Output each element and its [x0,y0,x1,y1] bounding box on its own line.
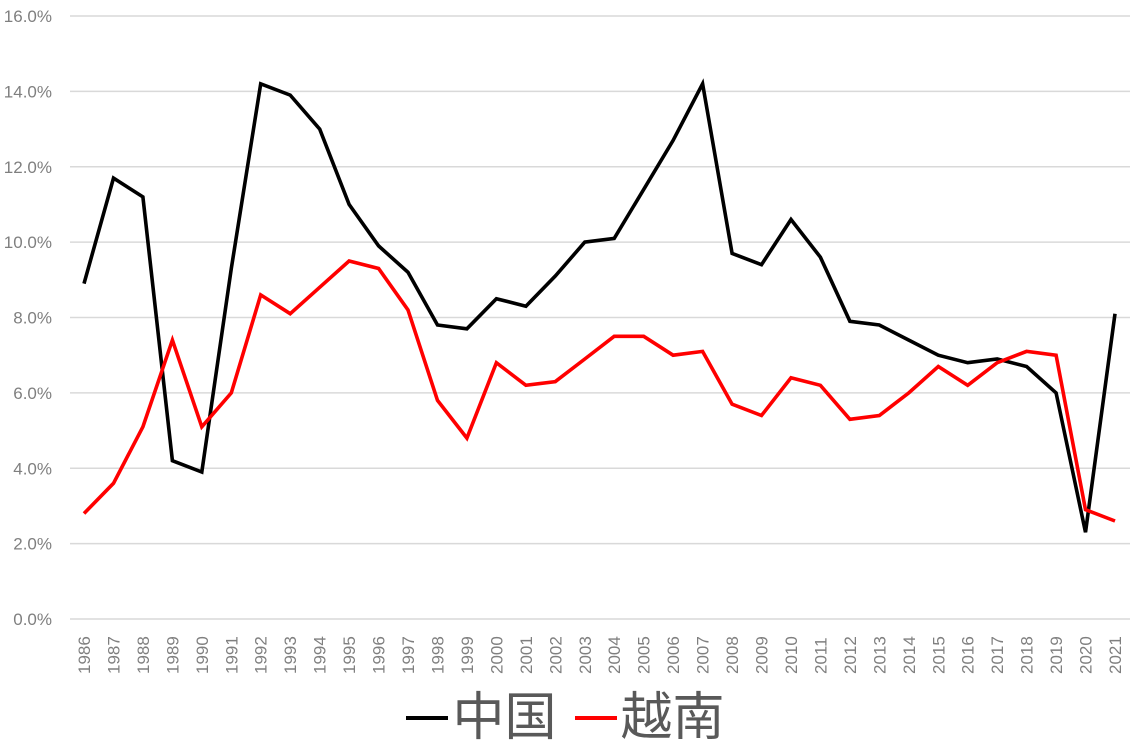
x-tick-label: 2010 [782,636,801,674]
x-tick-label: 1999 [458,636,477,674]
x-tick-label: 2017 [988,636,1007,674]
x-tick-label: 2004 [605,636,624,674]
x-tick-label: 2008 [723,636,742,674]
legend-label: 中国 [452,688,557,748]
y-tick-label: 10.0% [4,233,52,252]
legend-item-vietnam: 越南 [574,688,725,748]
legend-item-china: 中国 [406,688,557,748]
x-tick-label: 1993 [281,636,300,674]
x-tick-label: 2019 [1047,636,1066,674]
x-tick-label: 1986 [75,636,94,674]
x-tick-label: 2015 [929,636,948,674]
x-tick-label: 1994 [311,636,330,674]
series-line-vietnam [82,259,1116,523]
y-tick-label: 4.0% [13,459,52,478]
x-tick-label: 2018 [1018,636,1037,674]
x-tick-label: 1995 [340,636,359,674]
x-tick-label: 1998 [428,636,447,674]
x-tick-label: 2006 [664,636,683,674]
y-tick-label: 6.0% [13,384,52,403]
x-tick-label: 1997 [399,636,418,674]
x-tick-label: 2020 [1077,636,1096,674]
x-tick-label: 2007 [694,636,713,674]
x-tick-label: 2013 [870,636,889,674]
y-tick-label: 14.0% [4,82,52,101]
y-axis-ticks: 0.0% 2.0% 4.0% 6.0% 8.0% 10.0% 12.0% 14.0% 16.0% [4,7,52,629]
x-tick-label: 1987 [104,636,123,674]
x-axis-ticks: 1986 1987 1988 1989 1990 1991 1992 1993 1994 1995… [75,636,1125,674]
x-tick-label: 2009 [753,636,772,674]
x-tick-label: 1988 [134,636,153,674]
x-tick-label: 2003 [576,636,595,674]
x-tick-label: 2005 [635,636,654,674]
legend-line-icon [406,716,449,720]
series-lines [82,78,1117,533]
legend-label: 越南 [620,688,725,748]
x-tick-label: 2000 [487,636,506,674]
x-tick-label: 1989 [163,636,182,674]
series-line-china [82,78,1117,533]
x-tick-label: 1991 [222,636,241,674]
x-tick-label: 2002 [546,636,565,674]
x-tick-label: 2011 [811,637,830,674]
legend-line-icon [574,716,617,720]
y-tick-label: 12.0% [4,158,52,177]
y-tick-label: 2.0% [13,535,52,554]
legend: 中国 越南 [0,686,1131,750]
y-tick-label: 0.0% [13,610,52,629]
x-tick-label: 1992 [252,636,271,674]
x-tick-label: 2021 [1106,636,1125,674]
x-tick-label: 2014 [900,636,919,674]
y-tick-label: 8.0% [13,309,52,328]
x-tick-label: 2001 [517,636,536,674]
y-tick-label: 16.0% [4,7,52,26]
x-tick-label: 1996 [370,636,389,674]
x-tick-label: 2012 [841,636,860,674]
x-tick-label: 2016 [959,636,978,674]
x-tick-label: 1990 [193,636,212,674]
gridlines [70,15,1130,620]
